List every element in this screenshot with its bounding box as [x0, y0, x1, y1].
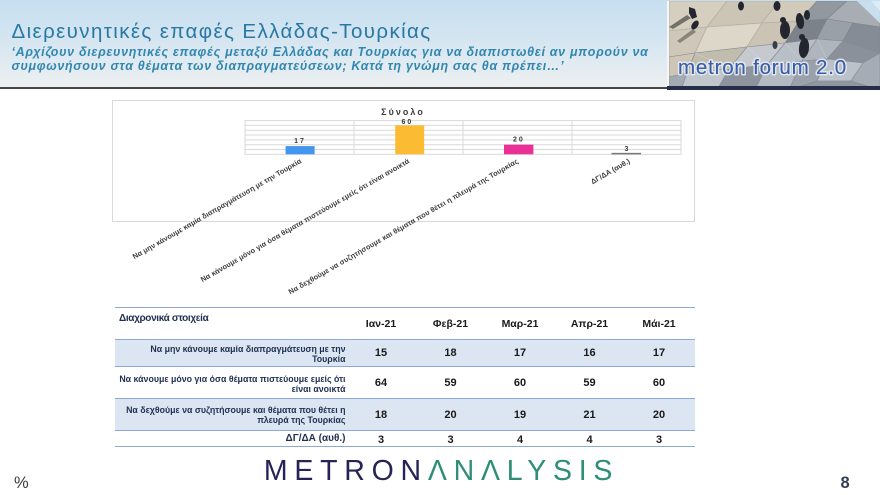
svg-text:20: 20	[513, 137, 525, 144]
svg-text:60: 60	[402, 119, 414, 126]
svg-text:Να δεχθούμε να συζητήσουμε και: Να δεχθούμε να συζητήσουμε και θέματα πο…	[287, 156, 520, 296]
svg-text:metron forum 2.0: metron forum 2.0	[678, 56, 847, 79]
svg-text:Σύνολο: Σύνολο	[381, 107, 425, 117]
svg-text:17: 17	[294, 138, 306, 145]
svg-text:Να κάνουμε μόνο για όσα θέματα: Να κάνουμε μόνο για όσα θέματα πιστεύουμ…	[199, 156, 411, 284]
svg-text:Να μην κάνουμε καμία διαπραγμά: Να μην κάνουμε καμία διαπραγμάτευση με τ…	[131, 156, 304, 261]
svg-text:ΔΓ/ΔΑ (αυθ.): ΔΓ/ΔΑ (αυθ.)	[589, 156, 632, 186]
svg-text:metron forum 2.0: metron forum 2.0	[678, 56, 847, 79]
svg-text:3: 3	[625, 146, 631, 153]
